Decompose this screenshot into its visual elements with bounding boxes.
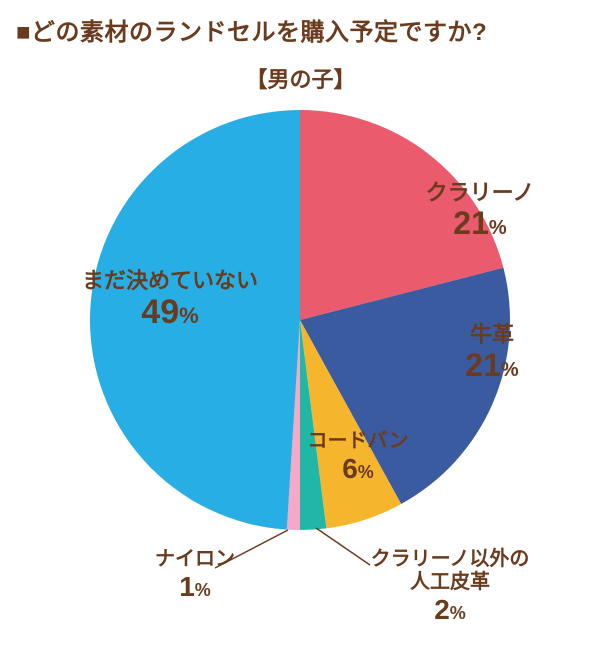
slice-label-value: 21%: [400, 205, 560, 242]
percent-sign: %: [195, 580, 211, 600]
slice-label-name: ナイロン: [130, 548, 260, 571]
slice-label-name: クラリーノ以外の: [340, 548, 560, 571]
slice-label: コードバン6%: [288, 430, 428, 485]
percent-sign: %: [179, 303, 199, 328]
slice-label-number: 21: [465, 347, 501, 383]
slice-label: クラリーノ以外の人工皮革2%: [340, 548, 560, 626]
slice-label-name: クラリーノ: [400, 180, 560, 205]
slice-label-value: 6%: [288, 453, 428, 485]
slice-label: まだ決めていない49%: [50, 268, 290, 332]
slice-label-value: 49%: [50, 293, 290, 332]
slice-label-number: 21: [453, 205, 489, 241]
slice-label: ナイロン1%: [130, 548, 260, 603]
percent-sign: %: [501, 359, 519, 381]
percent-sign: %: [450, 603, 466, 623]
slice-label-number: 49: [141, 293, 179, 331]
slice-label-name: 牛革: [432, 322, 552, 347]
slice-label-number: 1: [179, 571, 195, 602]
slice-label-name: コードバン: [288, 430, 428, 453]
slice-label-number: 6: [342, 453, 358, 484]
slice-label-name: 人工皮革: [340, 571, 560, 594]
slice-label: 牛革21%: [432, 322, 552, 384]
percent-sign: %: [358, 462, 374, 482]
percent-sign: %: [489, 217, 507, 239]
slice-label-value: 1%: [130, 571, 260, 603]
slice-label-name: まだ決めていない: [50, 268, 290, 293]
slice-label: クラリーノ21%: [400, 180, 560, 242]
slice-label-value: 21%: [432, 347, 552, 384]
slice-label-value: 2%: [340, 594, 560, 626]
slice-label-number: 2: [434, 594, 450, 625]
